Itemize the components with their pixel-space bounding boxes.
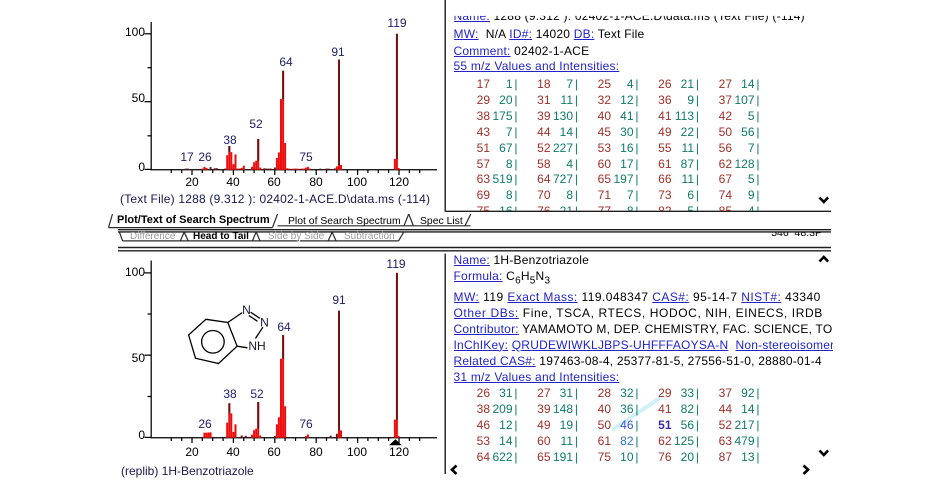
svg-text:NH: NH [248, 339, 265, 353]
svg-text:N: N [260, 315, 269, 329]
svg-text:N: N [242, 303, 251, 317]
